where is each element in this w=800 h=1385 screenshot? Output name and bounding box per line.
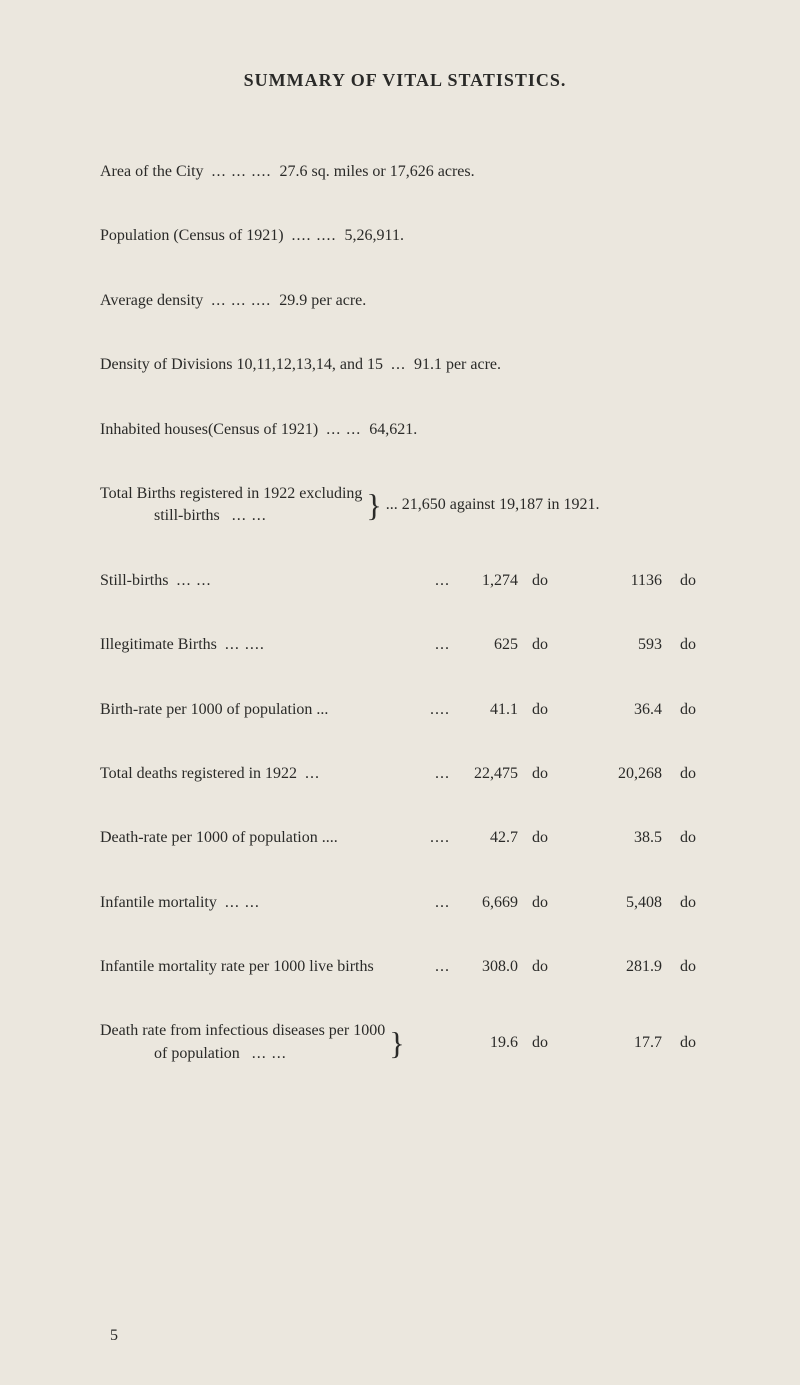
- stat-do: do: [532, 699, 562, 721]
- entry-dots: ... ... ....: [211, 290, 271, 312]
- page-title: SUMMARY OF VITAL STATISTICS.: [100, 70, 710, 91]
- entry-dots: ... ... ....: [212, 161, 272, 183]
- entry-value: 27.6 sq. miles or 17,626 acres.: [280, 161, 475, 183]
- stat-label: Illegitimate Births: [100, 634, 217, 656]
- entry-dots: ...: [391, 354, 406, 376]
- entry-division-density: Density of Divisions 10,11,12,13,14, and…: [100, 354, 710, 376]
- stat-dots2: ...: [435, 892, 450, 914]
- stat-value-1922: 22,475: [458, 763, 518, 785]
- stat-do: do: [680, 956, 710, 978]
- entry-value: 64,621.: [369, 419, 417, 441]
- stat-dots2: ...: [435, 763, 450, 785]
- entry-area: Area of the City ... ... .... 27.6 sq. m…: [100, 161, 710, 183]
- stat-label: Infantile mortality rate per 1000 live b…: [100, 956, 374, 978]
- entry-value: ... 21,650 against 19,187 in 1921.: [386, 496, 600, 514]
- brace-line2-dots: ... ...: [232, 507, 267, 524]
- stat-value-1922: 19.6: [458, 1032, 518, 1054]
- entry-population: Population (Census of 1921) .... .... 5,…: [100, 225, 710, 247]
- entry-label: Density of Divisions 10,11,12,13,14, and…: [100, 354, 383, 376]
- entry-dots: ... ...: [326, 419, 361, 441]
- stat-value-1922: 42.7: [458, 827, 518, 849]
- stat-value-1921: 5,408: [592, 892, 662, 914]
- stat-dots: ... ...: [225, 892, 260, 914]
- stat-do: do: [532, 892, 562, 914]
- stat-label: Total deaths registered in 1922: [100, 763, 297, 785]
- entry-value: 29.9 per acre.: [279, 290, 366, 312]
- stat-row-infectious-deathrate: Death rate from infectious diseases per …: [100, 1020, 710, 1065]
- stat-label: Infantile mortality: [100, 892, 217, 914]
- stat-dots2: ...: [435, 956, 450, 978]
- entry-label: Area of the City: [100, 161, 204, 183]
- stat-dots2: ....: [430, 827, 450, 849]
- brace-left-group: Total Births registered in 1922 excludin…: [100, 483, 362, 528]
- stat-do: do: [680, 1032, 710, 1054]
- stat-label: Birth-rate per 1000 of population ...: [100, 699, 328, 721]
- stat-row-deathrate: Death-rate per 1000 of population .... .…: [100, 827, 710, 849]
- stat-do: do: [680, 827, 710, 849]
- stat-value-1922: 41.1: [458, 699, 518, 721]
- stat-do: do: [532, 1032, 562, 1054]
- stat-do: do: [532, 827, 562, 849]
- brace-line2-dots: ... ...: [252, 1045, 287, 1062]
- stat-value-1922: 1,274: [458, 570, 518, 592]
- stat-do: do: [680, 763, 710, 785]
- document-page: SUMMARY OF VITAL STATISTICS. Area of the…: [0, 0, 800, 1385]
- stat-dots2: ...: [435, 634, 450, 656]
- stat-do: do: [680, 570, 710, 592]
- brace-line2-label: of population: [154, 1045, 240, 1062]
- stat-value-1921: 1136: [592, 570, 662, 592]
- stat-row-birthrate: Birth-rate per 1000 of population ... ..…: [100, 699, 710, 721]
- entry-value: 5,26,911.: [345, 225, 404, 247]
- brace-line2: still-births ... ...: [100, 505, 362, 527]
- entry-inhabited-houses: Inhabited houses(Census of 1921) ... ...…: [100, 419, 710, 441]
- brace-left-group: Death rate from infectious diseases per …: [100, 1020, 385, 1065]
- stat-do: do: [532, 956, 562, 978]
- stat-value-1921: 38.5: [592, 827, 662, 849]
- stat-label: Death-rate per 1000 of population ....: [100, 827, 338, 849]
- stat-value-1921: 593: [592, 634, 662, 656]
- stat-value-1921: 281.9: [592, 956, 662, 978]
- stat-dots: ...: [305, 763, 320, 785]
- entry-value: 91.1 per acre.: [414, 354, 501, 376]
- stat-value-1922: 625: [458, 634, 518, 656]
- brace-line1: Death rate from infectious diseases per …: [100, 1020, 385, 1042]
- stat-value-1921: 36.4: [592, 699, 662, 721]
- stat-do: do: [680, 634, 710, 656]
- stat-do: do: [680, 892, 710, 914]
- stat-value-1921: 20,268: [592, 763, 662, 785]
- curly-brace-icon: }: [389, 1027, 404, 1059]
- stat-row-infantile-mortality-rate: Infantile mortality rate per 1000 live b…: [100, 956, 710, 978]
- stat-dots2: ...: [435, 570, 450, 592]
- stat-value-1922: 308.0: [458, 956, 518, 978]
- stat-dots: ... ...: [176, 570, 211, 592]
- stat-do: do: [532, 763, 562, 785]
- stat-value-1922: 6,669: [458, 892, 518, 914]
- entry-label: Population (Census of 1921): [100, 225, 284, 247]
- stat-row-illegitimate: Illegitimate Births ... .... ... 625 do …: [100, 634, 710, 656]
- stat-dots2: ....: [430, 699, 450, 721]
- entry-total-births: Total Births registered in 1922 excludin…: [100, 483, 710, 528]
- stat-label: Still-births: [100, 570, 168, 592]
- stat-do: do: [532, 570, 562, 592]
- entry-label: Average density: [100, 290, 203, 312]
- stat-do: do: [680, 699, 710, 721]
- brace-line2: of population ... ...: [100, 1043, 385, 1065]
- stat-do: do: [532, 634, 562, 656]
- brace-line2-label: still-births: [154, 507, 220, 524]
- stat-row-infantile-mortality: Infantile mortality ... ... ... 6,669 do…: [100, 892, 710, 914]
- stat-row-stillbirths: Still-births ... ... ... 1,274 do 1136 d…: [100, 570, 710, 592]
- entry-label: Inhabited houses(Census of 1921): [100, 419, 318, 441]
- curly-brace-icon: }: [366, 489, 381, 521]
- entry-density: Average density ... ... .... 29.9 per ac…: [100, 290, 710, 312]
- stat-value-1921: 17.7: [592, 1032, 662, 1054]
- stat-dots: ... ....: [225, 634, 265, 656]
- brace-line1: Total Births registered in 1922 excludin…: [100, 483, 362, 505]
- stat-row-total-deaths: Total deaths registered in 1922 ... ... …: [100, 763, 710, 785]
- entry-dots: .... ....: [292, 225, 337, 247]
- page-number: 5: [110, 1327, 118, 1345]
